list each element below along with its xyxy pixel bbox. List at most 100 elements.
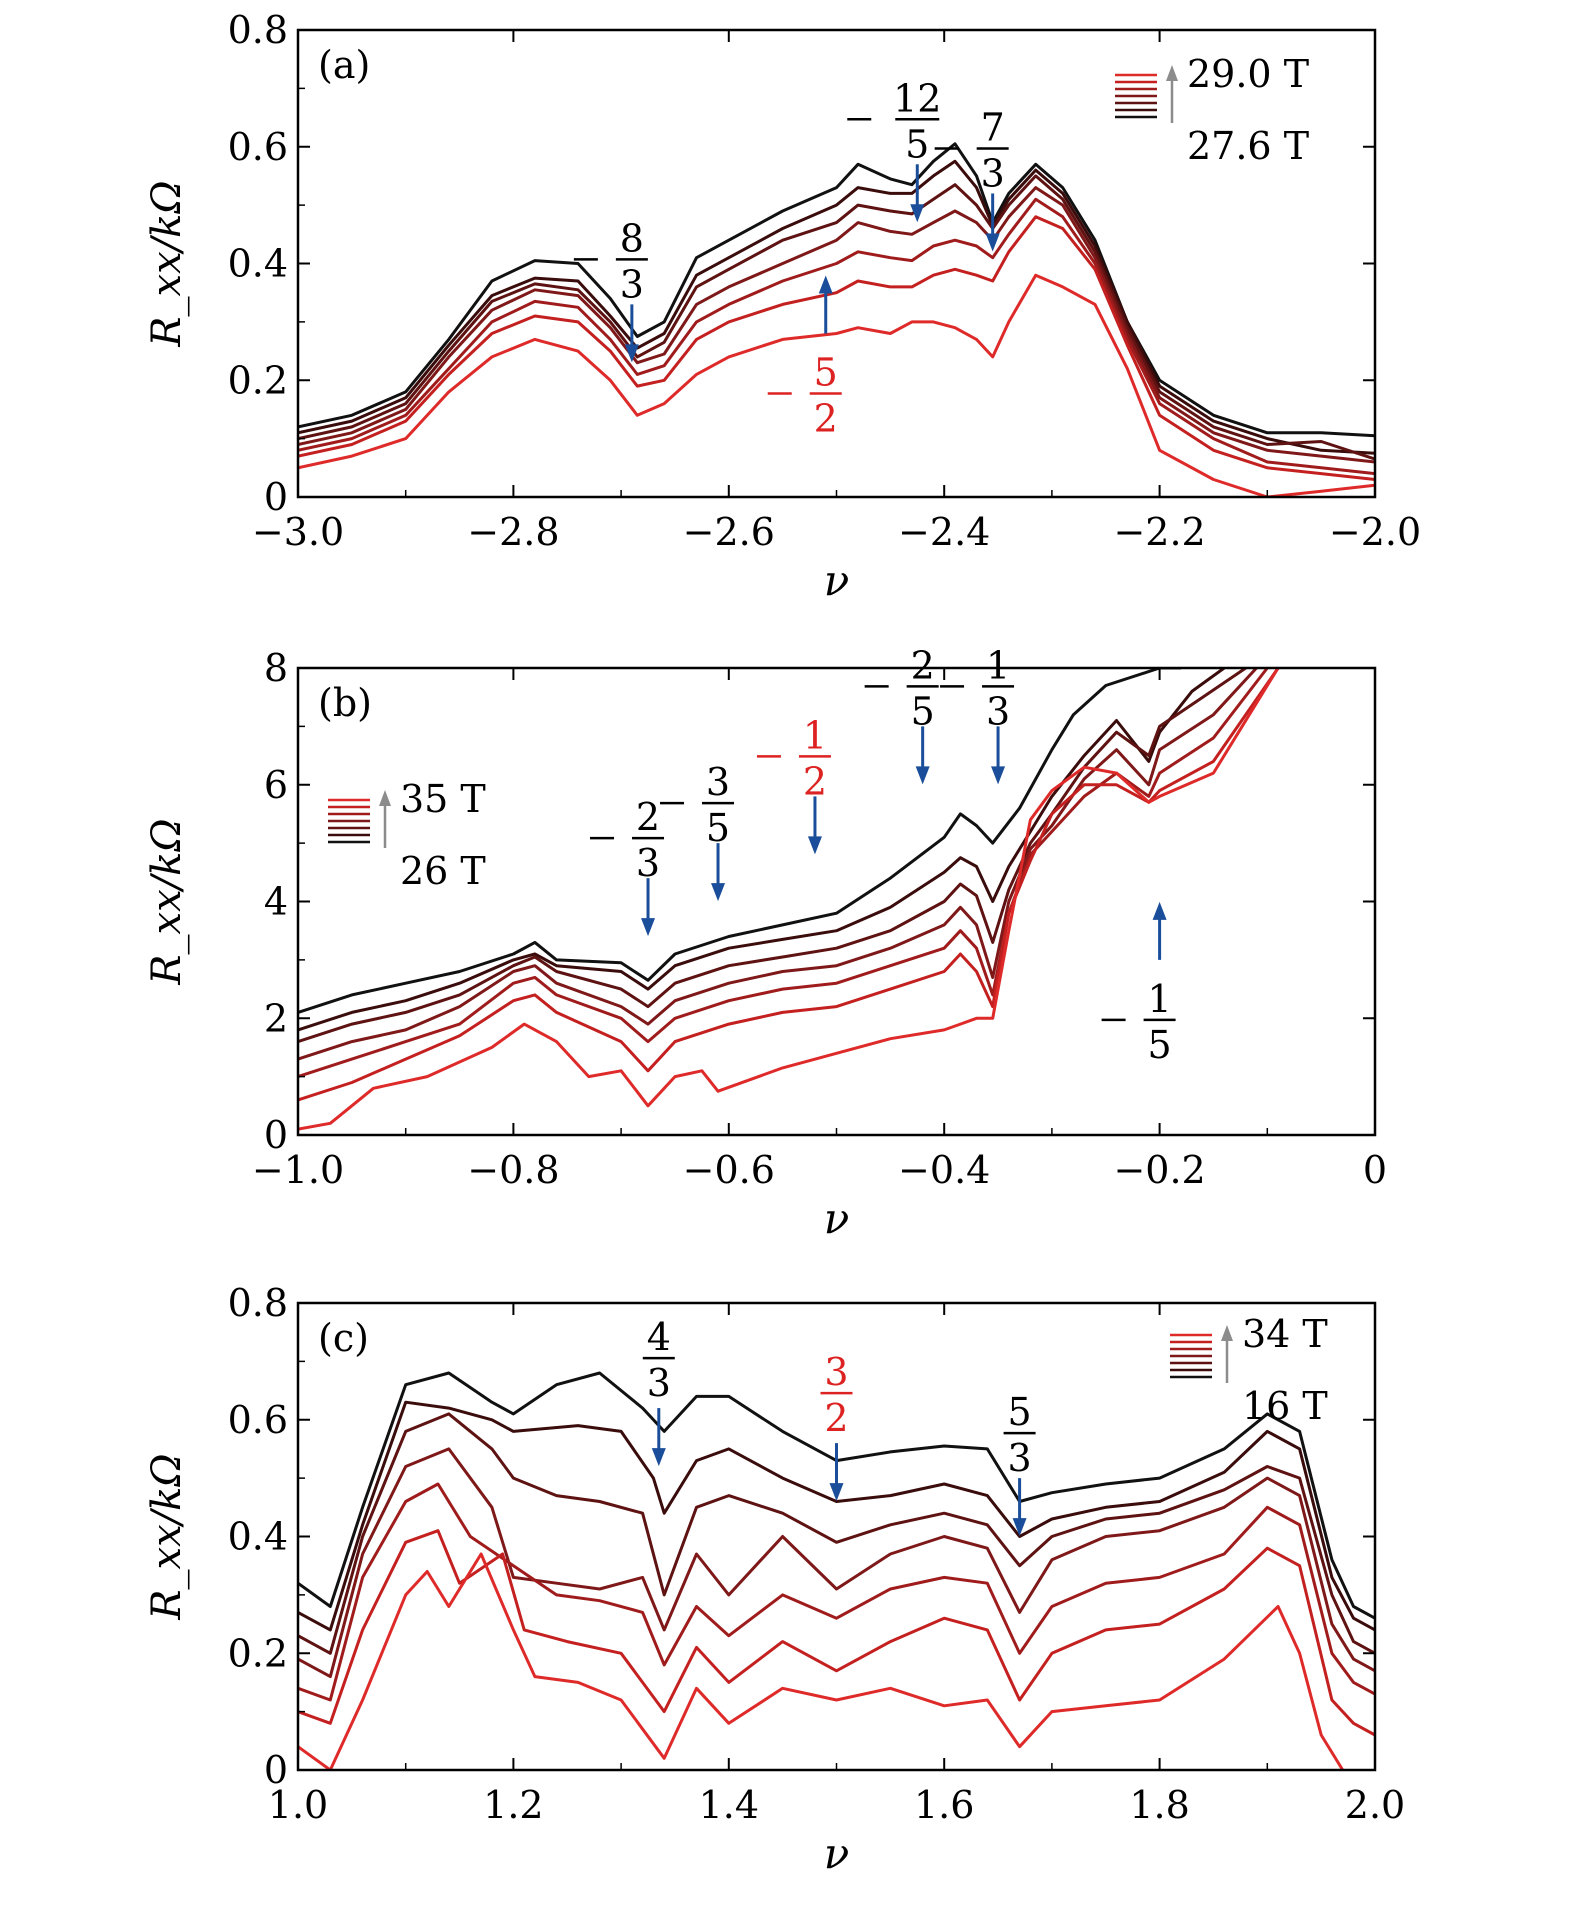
- y-tick-label: 8: [264, 646, 288, 690]
- fraction-numerator: 1: [803, 713, 827, 757]
- fraction-numerator: 1: [986, 643, 1010, 687]
- y-tick-label: 0: [264, 475, 288, 519]
- fraction-denominator: 3: [1007, 1436, 1031, 1480]
- series-31T: [298, 1529, 1375, 1737]
- annotation-arrow-head: [641, 918, 656, 937]
- y-tick-label: 0.8: [228, 1281, 288, 1325]
- annotation: 83: [573, 216, 648, 363]
- panel-a: −3.0 −2.8 −2.6 −2.4 −2.2 −2.0 0 0.2 0.4 0.6 0.8 ν R_…: [144, 8, 1421, 605]
- annotation: 35: [660, 760, 735, 902]
- y-tick-label: 0.6: [228, 1398, 288, 1442]
- annotation: 23: [590, 795, 665, 937]
- y-tick-label: 0.8: [228, 8, 288, 52]
- annotation-arrow-head: [985, 233, 1000, 252]
- fraction-denominator: 5: [706, 806, 730, 850]
- x-tick-label: 2.0: [1345, 1783, 1405, 1827]
- legend-bottom-label: 16 T: [1242, 1384, 1328, 1428]
- curves: [298, 1371, 1375, 1770]
- fraction-numerator: 12: [893, 76, 941, 120]
- annotation-arrow-head: [651, 1448, 666, 1467]
- x-tick-label: 1.2: [483, 1783, 543, 1827]
- series-34T: [298, 1552, 1344, 1770]
- fraction-numerator: 2: [636, 795, 660, 839]
- y-axis-label: R_xx/kΩ: [144, 1453, 190, 1620]
- annotation: 13: [940, 643, 1015, 785]
- series-285T: [298, 197, 1375, 476]
- annotation-arrow-head: [818, 275, 833, 294]
- annotation-arrow-head: [807, 836, 822, 855]
- y-tick-label: 2: [264, 996, 288, 1040]
- x-tick-label: −1.0: [252, 1148, 344, 1192]
- annotation: 32: [820, 1350, 853, 1502]
- fraction-denominator: 3: [647, 1361, 671, 1405]
- x-axis-label: ν: [824, 1194, 850, 1243]
- y-tick-label: 0.4: [228, 242, 288, 286]
- series-280T: [298, 174, 1375, 461]
- legend-bottom-label: 27.6 T: [1187, 124, 1309, 168]
- annotation: 52: [767, 275, 842, 441]
- x-tick-label: −2.4: [898, 510, 990, 554]
- series-28T: [298, 668, 1226, 1032]
- y-tick-label: 0.2: [228, 1631, 288, 1675]
- y-tick-label: 0.6: [228, 125, 288, 169]
- series-288T: [298, 215, 1375, 481]
- series-295T: [298, 668, 1247, 1044]
- y-tick-label: 0: [264, 1748, 288, 1792]
- panel-label: (c): [318, 1316, 369, 1360]
- fraction-numerator: 3: [706, 760, 730, 804]
- fraction-denominator: 2: [824, 1396, 848, 1440]
- curves: [298, 668, 1280, 1131]
- series-26T: [298, 668, 1182, 1014]
- annotation: 53: [1003, 1390, 1036, 1537]
- annotation-arrow-head: [624, 344, 639, 363]
- legend-bottom-label: 26 T: [400, 849, 486, 893]
- legend-top-label: 29.0 T: [1187, 52, 1309, 96]
- y-axis-label: R_xx/kΩ: [144, 818, 190, 985]
- x-axis-label: ν: [824, 1829, 850, 1878]
- fraction-denominator: 3: [986, 689, 1010, 733]
- fraction-numerator: 1: [1148, 977, 1172, 1021]
- annotation: 43: [642, 1315, 675, 1467]
- panel-label: (a): [318, 43, 370, 87]
- x-tick-label: 1.8: [1129, 1783, 1189, 1827]
- fraction-numerator: 8: [620, 216, 644, 260]
- x-tick-label: −0.8: [467, 1148, 559, 1192]
- fraction-numerator: 3: [824, 1350, 848, 1394]
- x-tick-label: −2.8: [467, 510, 559, 554]
- annotation-arrow-head: [910, 204, 925, 223]
- legend: 34 T 16 T: [1170, 1312, 1328, 1428]
- fraction-denominator: 3: [636, 841, 660, 885]
- series-278T: [298, 159, 1375, 455]
- series-31T: [298, 668, 1258, 1061]
- y-axis-label: R_xx/kΩ: [144, 180, 190, 347]
- series-325T: [298, 668, 1269, 1079]
- fraction-denominator: 5: [1148, 1023, 1172, 1067]
- annotation-arrow-head: [1012, 1518, 1027, 1537]
- x-tick-label: −2.2: [1113, 510, 1205, 554]
- series-282T: [298, 186, 1375, 464]
- annotation: 125: [847, 76, 941, 223]
- legend: 35 T 26 T: [328, 777, 486, 893]
- fraction-denominator: 5: [905, 122, 929, 166]
- series-290T: [298, 273, 1375, 497]
- series-35T: [298, 668, 1280, 1131]
- y-tick-label: 6: [264, 763, 288, 807]
- x-axis-label: ν: [824, 556, 850, 605]
- series-34T: [298, 668, 1280, 1102]
- legend-top-label: 34 T: [1242, 1312, 1328, 1356]
- annotation-arrow-head: [991, 766, 1006, 785]
- fraction-denominator: 3: [981, 151, 1005, 195]
- legend-arrow-head: [1221, 1325, 1233, 1341]
- y-tick-label: 0.4: [228, 1515, 288, 1559]
- x-tick-label: 0: [1363, 1148, 1387, 1192]
- series-22T: [298, 1412, 1375, 1655]
- fraction-numerator: 5: [1007, 1390, 1031, 1434]
- panel-label: (b): [318, 681, 372, 725]
- annotation-arrow-head: [711, 883, 726, 902]
- x-tick-label: −2.0: [1329, 510, 1421, 554]
- annotation-arrow-head: [1152, 901, 1167, 920]
- legend: 29.0 T 27.6 T: [1115, 52, 1309, 168]
- series-19T: [298, 1400, 1375, 1632]
- annotation: 15: [1101, 901, 1176, 1067]
- annotation-arrow-head: [915, 766, 930, 785]
